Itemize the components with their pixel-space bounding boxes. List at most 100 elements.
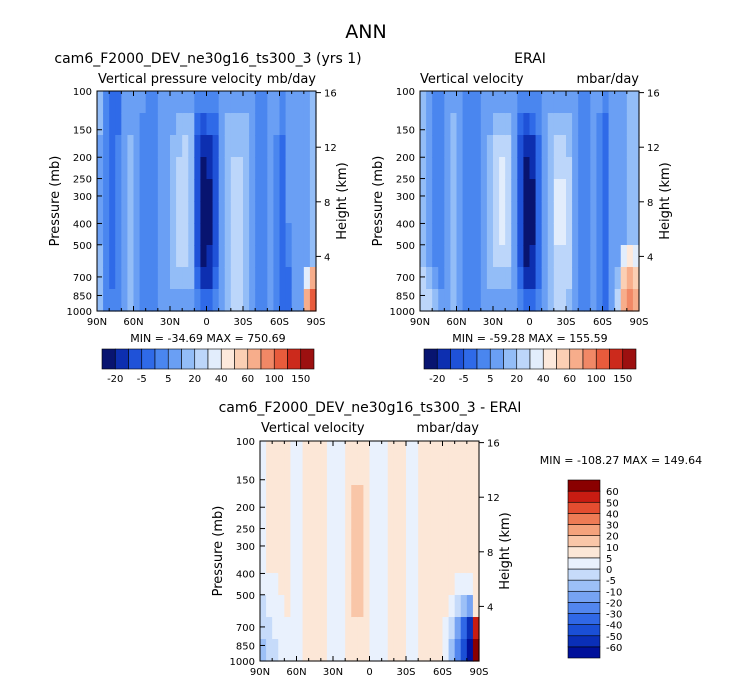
- heatmap-cell: [333, 639, 340, 662]
- heatmap-cell: [474, 201, 482, 224]
- heatmap-cell: [393, 441, 401, 464]
- heatmap-cell: [261, 201, 268, 224]
- heatmap-cell: [139, 113, 147, 136]
- heatmap-cell: [553, 135, 561, 158]
- heatmap-cell: [547, 289, 555, 312]
- heatmap-cell: [218, 223, 226, 246]
- colorbar-label: 60: [241, 374, 254, 385]
- heatmap-cell: [566, 157, 573, 180]
- heatmap-cell: [468, 157, 476, 180]
- heatmap-cell: [632, 179, 640, 202]
- heatmap-cell: [224, 289, 232, 312]
- heatmap-cell: [121, 179, 129, 202]
- heatmap-cell: [602, 245, 610, 268]
- heatmap-cell: [432, 201, 439, 224]
- heatmap-cell: [412, 595, 419, 618]
- heatmap-cell: [194, 179, 202, 202]
- heatmap-cell: [572, 223, 579, 246]
- colorbar-label: -20: [107, 374, 123, 385]
- heatmap-cell: [559, 245, 567, 268]
- heatmap-cell: [420, 223, 427, 246]
- heatmap-cell: [438, 267, 445, 290]
- heatmap-cell: [424, 507, 431, 530]
- heatmap-cell: [273, 267, 281, 290]
- heatmap-cell: [109, 113, 116, 136]
- x-tick-label: 0: [203, 317, 209, 328]
- heatmap-cell: [333, 595, 340, 618]
- heatmap-cell: [438, 289, 445, 312]
- heatmap-cell: [448, 639, 456, 662]
- heatmap-cell: [511, 113, 518, 136]
- heatmap-cell: [381, 595, 389, 618]
- heatmap-cell: [387, 441, 395, 464]
- heatmap-cell: [460, 507, 468, 530]
- y-tick-label: 300: [396, 192, 415, 203]
- heatmap-cell: [632, 157, 640, 180]
- heatmap-cell: [578, 113, 585, 136]
- heatmap-cell: [578, 245, 585, 268]
- x-tick-label: 30S: [396, 667, 415, 678]
- heatmap-cell: [614, 113, 622, 136]
- heatmap-cell: [133, 135, 141, 158]
- heatmap-cell: [444, 179, 452, 202]
- colorbar-swatch: [220, 348, 235, 370]
- heatmap-cell: [194, 201, 202, 224]
- colorbar-swatch: [476, 348, 491, 370]
- heatmap-cell: [363, 441, 371, 464]
- heatmap-cell: [261, 113, 268, 136]
- heatmap-cell: [188, 157, 195, 180]
- heatmap-cell: [620, 91, 628, 114]
- heatmap-cell: [260, 485, 267, 508]
- heatmap-cell: [432, 91, 439, 114]
- heatmap-cell: [320, 507, 328, 530]
- heatmap-cell: [444, 267, 452, 290]
- heatmap-cell: [267, 179, 275, 202]
- heatmap-cell: [260, 595, 267, 618]
- heatmap-cell: [279, 91, 287, 114]
- heatmap-cell: [345, 639, 352, 662]
- heatmap-cell: [505, 179, 512, 202]
- heatmap-cell: [182, 267, 189, 290]
- colorbar-label: 150: [291, 374, 310, 385]
- heatmap-cell: [230, 223, 238, 246]
- heatmap-cell: [163, 135, 171, 158]
- heatmap-cell: [480, 179, 488, 202]
- heatmap-cell: [602, 179, 610, 202]
- heatmap-cell: [547, 201, 555, 224]
- heatmap-cell: [236, 179, 244, 202]
- heatmap-cell: [339, 617, 346, 640]
- heatmap-cell: [309, 179, 317, 202]
- heatmap-cell: [357, 551, 365, 574]
- heatmap-cell: [432, 135, 439, 158]
- heatmap-cell: [206, 289, 214, 312]
- y-tick-label: 700: [396, 273, 415, 284]
- heatmap-cell: [614, 135, 622, 158]
- heatmap-cell: [170, 179, 177, 202]
- heatmap-cell: [614, 245, 622, 268]
- heatmap-cell: [436, 595, 444, 618]
- heatmap-cell: [200, 267, 208, 290]
- heatmap-cell: [450, 113, 458, 136]
- heatmap-cell: [194, 245, 202, 268]
- y-tick-label: 400: [236, 569, 255, 580]
- heatmap-cell: [426, 267, 433, 290]
- heatmap-cell: [590, 245, 598, 268]
- heatmap-cell: [426, 157, 433, 180]
- heatmap-cell: [529, 267, 537, 290]
- heatmap-cell: [103, 91, 110, 114]
- heatmap-cell: [157, 157, 165, 180]
- heatmap-cell: [448, 595, 456, 618]
- colorbar-label: 20: [606, 532, 619, 543]
- heatmap-cell: [103, 267, 110, 290]
- heatmap-cell: [626, 91, 634, 114]
- heatmap-cell: [320, 595, 328, 618]
- colorbar-label: 50: [606, 498, 619, 509]
- heatmap-cell: [456, 267, 464, 290]
- heatmap-cell: [535, 201, 543, 224]
- heatmap-cell: [176, 267, 183, 290]
- heatmap-cell: [505, 157, 512, 180]
- heatmap-cell: [381, 573, 389, 596]
- heatmap-cell: [578, 157, 585, 180]
- heatmap-cell: [462, 267, 470, 290]
- heatmap-cell: [290, 573, 298, 596]
